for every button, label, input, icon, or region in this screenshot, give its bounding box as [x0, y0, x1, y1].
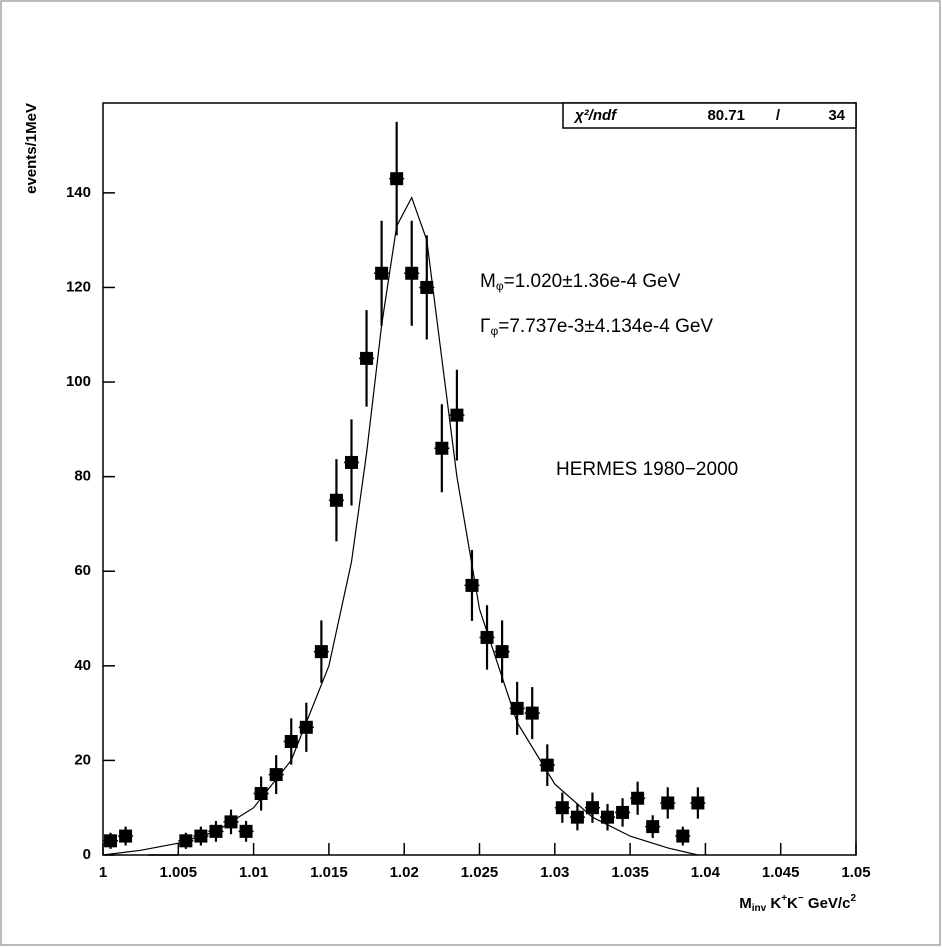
marker — [646, 820, 660, 834]
y-tick-label: 40 — [74, 657, 91, 674]
annotation-part: φ — [496, 279, 504, 293]
annotation-part: M — [480, 271, 496, 292]
x-tick-label: 1.01 — [239, 864, 268, 881]
y-tick-label: 100 — [66, 373, 91, 390]
marker — [209, 824, 223, 838]
marker — [284, 734, 298, 748]
x-tick-label: 1.045 — [762, 864, 800, 881]
stats-box — [562, 102, 857, 129]
annotation-part: HERMES 1980−2000 — [556, 459, 738, 480]
marker — [661, 796, 675, 810]
annotation-part: Γ — [480, 316, 490, 337]
marker — [510, 701, 524, 715]
x-tick-label: 1.035 — [611, 864, 649, 881]
x-tick-label: 1.04 — [691, 864, 721, 881]
marker — [119, 829, 133, 843]
marker — [480, 630, 494, 644]
y-tick-label: 120 — [66, 278, 91, 295]
marker — [179, 834, 193, 848]
x-axis-label-part: M — [739, 895, 752, 912]
marker — [194, 829, 208, 843]
annotation-part: =1.020±1.36e-4 GeV — [504, 271, 681, 292]
stats-ndf: 34 — [828, 107, 845, 124]
stats-sep: / — [776, 107, 781, 124]
y-tick-label: 60 — [74, 562, 91, 579]
stats-label: χ²/ndf — [573, 107, 618, 124]
marker — [420, 280, 434, 294]
marker — [390, 172, 404, 186]
marker — [314, 645, 328, 659]
marker — [329, 493, 343, 507]
marker — [585, 801, 599, 815]
x-axis-label-part: 2 — [850, 893, 856, 904]
marker — [360, 351, 374, 365]
x-tick-label: 1.03 — [540, 864, 569, 881]
annotation: Mφ=1.020±1.36e-4 GeV — [480, 271, 681, 293]
marker — [495, 645, 509, 659]
marker — [691, 796, 705, 810]
marker — [224, 815, 238, 829]
marker — [631, 791, 645, 805]
annotation-part: =7.737e-3±4.134e-4 GeV — [498, 316, 713, 337]
marker — [676, 829, 690, 843]
x-tick-label: 1.025 — [461, 864, 499, 881]
marker — [239, 824, 253, 838]
x-axis-label-part: inv — [752, 903, 767, 914]
marker — [375, 266, 389, 280]
x-axis-label-part: + — [781, 893, 787, 904]
marker — [540, 758, 554, 772]
y-tick-label: 20 — [74, 751, 91, 768]
marker — [269, 768, 283, 782]
x-tick-label: 1.005 — [160, 864, 198, 881]
annotation-part: φ — [490, 324, 498, 338]
annotation: HERMES 1980−2000 — [556, 459, 738, 480]
marker — [525, 706, 539, 720]
marker — [299, 720, 313, 734]
marker — [344, 455, 358, 469]
y-tick-label: 80 — [74, 468, 91, 485]
x-tick-label: 1.05 — [841, 864, 870, 881]
marker — [601, 810, 615, 824]
x-tick-label: 1.02 — [390, 864, 419, 881]
y-tick-label: 140 — [66, 184, 91, 201]
marker — [570, 810, 584, 824]
x-tick-label: 1 — [99, 864, 107, 881]
stats-chi2: 80.71 — [707, 107, 745, 124]
x-axis-label-part: − — [798, 893, 804, 904]
y-axis-label: events/1MeV — [23, 103, 40, 194]
marker — [616, 805, 630, 819]
x-axis-label-part: K — [787, 895, 798, 912]
marker — [405, 266, 419, 280]
x-axis-label: Minv K+K− GeV/c2 — [739, 893, 856, 914]
marker — [254, 787, 268, 801]
marker — [555, 801, 569, 815]
marker — [435, 441, 449, 455]
x-tick-label: 1.015 — [310, 864, 348, 881]
annotation: Γφ=7.737e-3±4.134e-4 GeV — [480, 316, 713, 338]
marker — [450, 408, 464, 422]
y-tick-label: 0 — [83, 846, 91, 863]
marker — [465, 578, 479, 592]
marker — [104, 834, 118, 848]
x-axis-label-part: K — [766, 895, 781, 912]
x-axis-label-part: GeV/c — [804, 895, 851, 912]
